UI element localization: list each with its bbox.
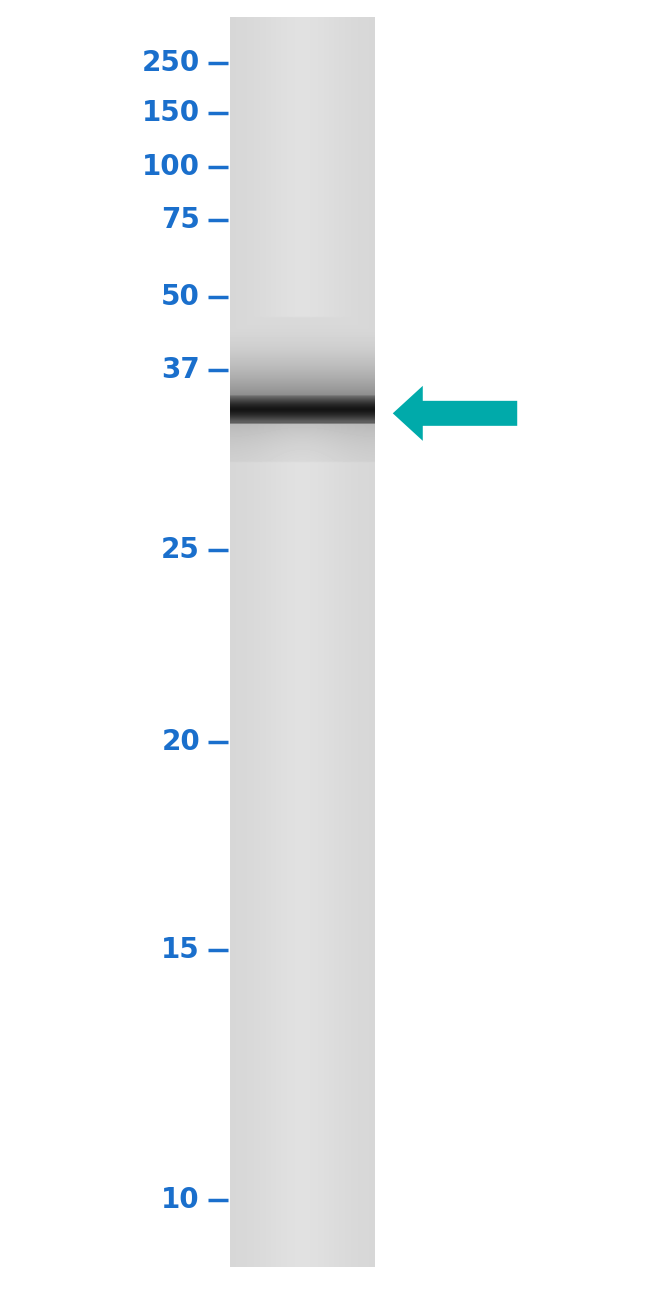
Text: 15: 15 [161,936,200,965]
Text: 250: 250 [142,49,200,77]
Text: 75: 75 [161,205,200,234]
Text: 50: 50 [161,282,200,311]
Text: 37: 37 [161,356,200,384]
Text: 25: 25 [161,536,200,564]
Text: 20: 20 [161,728,200,755]
Text: 100: 100 [142,152,200,181]
Text: 10: 10 [161,1186,200,1214]
Text: 150: 150 [142,99,200,127]
